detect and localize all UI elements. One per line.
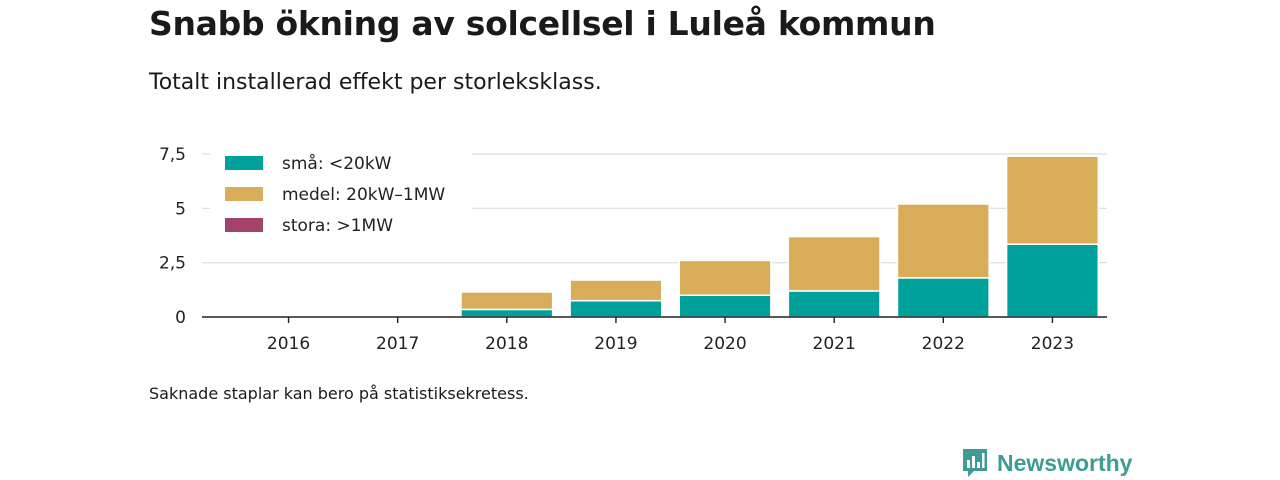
legend-swatch — [225, 156, 263, 170]
bar-segment-2018-s0 — [460, 308, 554, 318]
x-tick-label: 2018 — [485, 334, 528, 354]
legend-swatch — [225, 187, 263, 201]
bar-segment-2020-s0 — [678, 294, 772, 318]
bar-segment-2023-s1 — [1005, 155, 1100, 245]
footnote: Saknade staplar kan bero på statistiksek… — [149, 384, 529, 403]
stacked-bar-chart: 0 2,5 5 7,5 2016 2017 2018 2019 2020 2021 2022 2023… — [159, 145, 1107, 354]
newsworthy-logo-icon — [963, 449, 987, 477]
bar-segment-2019-s1 — [569, 279, 663, 302]
x-tick-label: 2017 — [376, 334, 419, 354]
x-tick-label: 2016 — [267, 334, 310, 354]
bars — [460, 155, 1100, 318]
chart-subtitle: Totalt installerad effekt per storlekskl… — [149, 70, 602, 95]
bar-segment-2023-s0 — [1005, 243, 1100, 318]
y-tick-label: 5 — [175, 199, 186, 219]
bar-segment-2018-s1 — [460, 291, 554, 311]
legend-swatch — [225, 218, 263, 232]
x-tick-label: 2023 — [1031, 334, 1074, 354]
legend-label: medel: 20kW–1MW — [282, 185, 445, 205]
bar-segment-2020-s1 — [678, 259, 772, 297]
bar-segment-2021-s1 — [787, 235, 881, 292]
x-tick-label: 2021 — [813, 334, 856, 354]
bar-segment-2021-s0 — [787, 290, 881, 318]
brand-name: Newsworthy — [997, 449, 1133, 476]
chart-title: Snabb ökning av solcellsel i Luleå kommu… — [149, 4, 936, 43]
y-tick-label: 7,5 — [159, 145, 186, 165]
x-tick-label: 2020 — [703, 334, 746, 354]
legend: små: <20kW medel: 20kW–1MW stora: >1MW — [210, 146, 472, 242]
x-tick-label: 2019 — [594, 334, 637, 354]
y-tick-label: 2,5 — [159, 254, 186, 274]
brand-logo: Newsworthy — [961, 447, 1132, 479]
x-tick-label: 2022 — [922, 334, 965, 354]
legend-label: små: <20kW — [282, 153, 392, 174]
bar-segment-2019-s0 — [569, 299, 663, 318]
axes: 0 2,5 5 7,5 2016 2017 2018 2019 2020 2021 2022 2023 — [159, 145, 1107, 354]
y-tick-label: 0 — [175, 308, 186, 328]
bar-segment-2022-s1 — [896, 203, 990, 279]
bar-segment-2022-s0 — [896, 277, 990, 318]
legend-label: stora: >1MW — [282, 216, 393, 236]
